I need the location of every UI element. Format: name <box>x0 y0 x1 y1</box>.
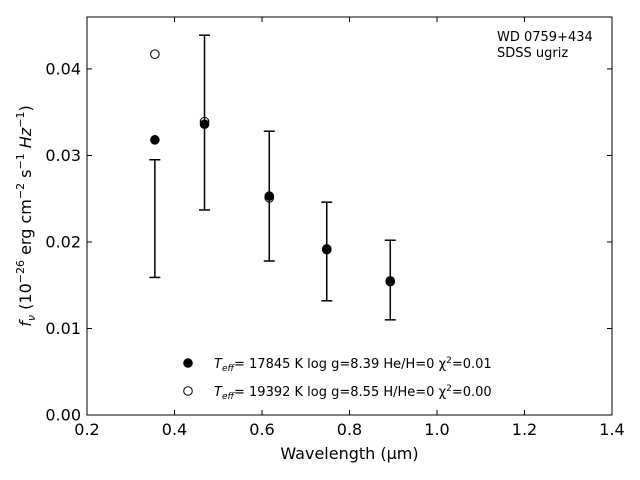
point-open <box>150 49 160 60</box>
legend-entry-2: Teff= 19392 K log g=8.55 H/He=0 χ2=0.00 <box>214 384 492 402</box>
point-filled <box>150 135 160 145</box>
point-open <box>264 193 275 203</box>
y-tick-label: 0.04 <box>45 59 81 78</box>
x-axis-ticks: 0.2 0.4 0.6 0.8 1.0 1.2 1.4 <box>74 17 625 439</box>
y-tick-label: 0.02 <box>45 232 81 251</box>
x-tick-label: 1.0 <box>424 420 449 439</box>
point-open <box>385 276 396 286</box>
annotation-object: WD 0759+434 <box>497 30 593 45</box>
legend-entry-1: Teff= 17845 K log g=8.39 He/H=0 χ2=0.01 <box>214 356 492 374</box>
x-tick-label: 1.4 <box>599 420 624 439</box>
y-axis-ticks: 0.00 0.01 0.02 0.03 0.04 <box>45 59 612 425</box>
legend-marker-open <box>183 386 193 396</box>
y-tick-label: 0.00 <box>45 406 81 425</box>
legend: Teff= 17845 K log g=8.39 He/H=0 χ2=0.01 … <box>183 356 492 402</box>
error-bars <box>149 34 396 321</box>
x-tick-label: 0.6 <box>249 420 274 439</box>
legend-marker-filled <box>183 358 193 368</box>
annotation-survey: SDSS ugriz <box>497 46 568 61</box>
point-open <box>199 116 210 127</box>
x-tick-label: 0.8 <box>337 420 362 439</box>
data-points <box>150 49 396 287</box>
point-open <box>321 244 332 255</box>
x-tick-label: 0.4 <box>162 420 187 439</box>
plot-frame <box>86 16 613 416</box>
x-tick-label: 1.2 <box>512 420 537 439</box>
y-tick-label: 0.03 <box>45 146 81 165</box>
x-tick-label: 0.2 <box>74 420 99 439</box>
point-filled <box>199 119 210 130</box>
x-axis-label: Wavelength (μm) <box>280 444 418 463</box>
y-tick-label: 0.01 <box>45 319 81 338</box>
y-axis-label: fν (10−26 erg cm−2 s−1 Hz−1) <box>14 105 38 326</box>
